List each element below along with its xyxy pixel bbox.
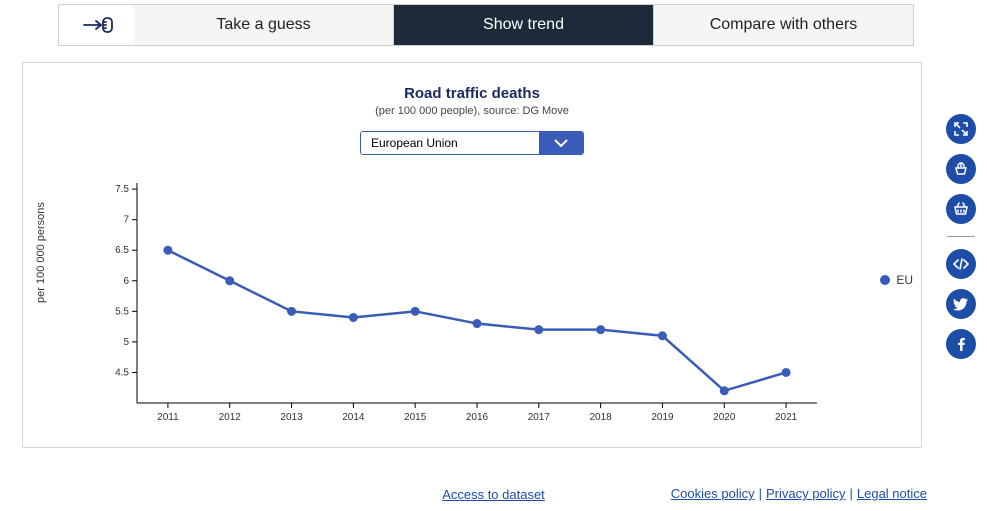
svg-text:5.5: 5.5 — [115, 306, 129, 317]
tab-show-trend[interactable]: Show trend — [394, 4, 654, 46]
svg-text:7: 7 — [123, 215, 129, 226]
code-icon — [953, 256, 969, 272]
svg-text:4.5: 4.5 — [115, 367, 129, 378]
svg-text:6: 6 — [123, 276, 129, 287]
twitter-icon — [953, 296, 969, 312]
svg-text:2012: 2012 — [219, 412, 242, 423]
twitter-share-button[interactable] — [946, 289, 976, 319]
download-icon — [953, 161, 969, 177]
svg-text:2016: 2016 — [466, 412, 489, 423]
facebook-share-button[interactable] — [946, 329, 976, 359]
svg-text:2018: 2018 — [590, 412, 613, 423]
fullscreen-button[interactable] — [946, 114, 976, 144]
region-selector-dropdown-button[interactable] — [539, 132, 583, 154]
legend: EU — [880, 273, 913, 287]
region-selector-value: European Union — [361, 132, 539, 154]
chevron-down-icon — [553, 138, 569, 148]
chart-card: Road traffic deaths (per 100 000 people)… — [22, 62, 922, 448]
footer-separator: | — [759, 486, 762, 501]
facebook-icon — [953, 336, 969, 352]
share-toolbar — [943, 114, 979, 359]
svg-text:2020: 2020 — [713, 412, 736, 423]
access-dataset-link[interactable]: Access to dataset — [442, 487, 545, 502]
chart-subtitle: (per 100 000 people), source: DG Move — [23, 105, 921, 117]
privacy-policy-link[interactable]: Privacy policy — [766, 486, 845, 501]
legal-notice-link[interactable]: Legal notice — [857, 486, 927, 501]
legend-label: EU — [896, 273, 913, 287]
footer-separator: | — [849, 486, 852, 501]
download-image-button[interactable] — [946, 194, 976, 224]
embed-button[interactable] — [946, 249, 976, 279]
svg-text:2017: 2017 — [528, 412, 551, 423]
svg-text:2011: 2011 — [157, 412, 179, 423]
svg-text:2014: 2014 — [342, 412, 365, 423]
tab-compare-with-others[interactable]: Compare with others — [654, 4, 914, 46]
y-axis-title: per 100 000 persons — [35, 202, 47, 303]
pointer-icon — [58, 4, 134, 46]
expand-icon — [953, 121, 969, 137]
region-selector[interactable]: European Union — [360, 131, 584, 155]
svg-text:6.5: 6.5 — [115, 245, 129, 256]
svg-text:2015: 2015 — [404, 412, 427, 423]
svg-text:2013: 2013 — [280, 412, 303, 423]
line-chart: 4.5 5 5.5 6 6.5 7 7.5 2011 2012 2013 2014 2015 2016 2… — [87, 173, 887, 433]
svg-text:2021: 2021 — [775, 412, 798, 423]
svg-text:7.5: 7.5 — [115, 184, 129, 195]
toolbar-separator — [947, 236, 975, 237]
legend-marker-icon — [880, 275, 890, 285]
svg-text:5: 5 — [123, 337, 129, 348]
cookies-policy-link[interactable]: Cookies policy — [671, 486, 755, 501]
svg-text:2019: 2019 — [651, 412, 674, 423]
basket-icon — [953, 201, 969, 217]
tab-take-a-guess[interactable]: Take a guess — [134, 4, 394, 46]
download-data-button[interactable] — [946, 154, 976, 184]
chart-title: Road traffic deaths — [23, 85, 921, 102]
